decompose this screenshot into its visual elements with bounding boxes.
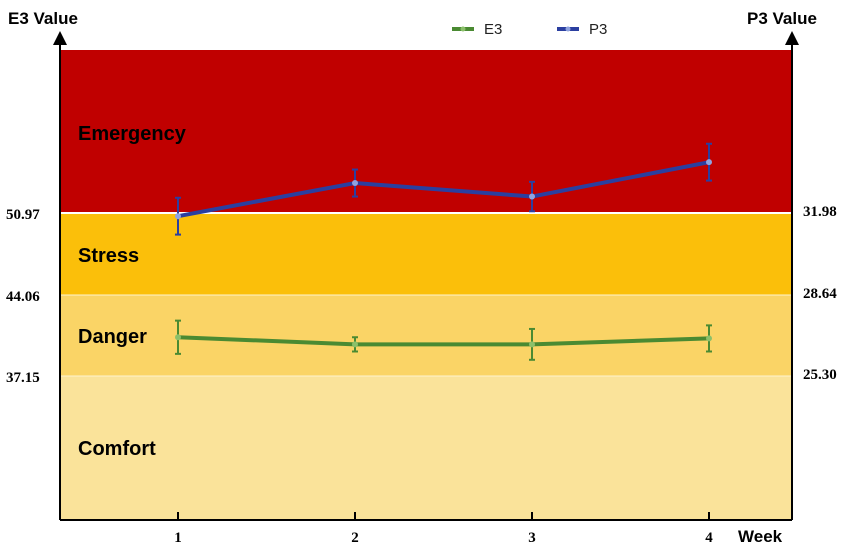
zone-danger-band (60, 295, 792, 376)
zone-label-comfort: Comfort (78, 438, 156, 460)
legend-label-p3: P3 (589, 21, 607, 38)
x-tick-label: 1 (174, 530, 182, 546)
series-e3 (175, 319, 712, 361)
left-tick-label: 37.15 (6, 370, 40, 386)
e3-point (175, 334, 181, 341)
legend-label-e3: E3 (484, 21, 502, 38)
right-tick-label: 31.98 (803, 204, 837, 220)
left-axis-title: E3 Value (8, 9, 78, 28)
x-tick-label: 2 (351, 530, 359, 546)
zone-stress-band (60, 213, 792, 295)
x-axis-title: Week (738, 527, 783, 546)
e3-point (352, 341, 358, 348)
series-p3 (175, 142, 712, 236)
p3-line (177, 160, 710, 219)
x-tick-label: 4 (705, 530, 713, 546)
x-tick-label: 3 (528, 530, 536, 546)
legend: E3 P3 (452, 21, 607, 38)
right-tick-label: 28.64 (803, 286, 837, 302)
p3-point (706, 159, 712, 166)
x-ticks: 1 2 3 4 (174, 512, 713, 546)
zone-bands (60, 50, 792, 520)
right-tick-label: 25.30 (803, 367, 837, 383)
left-tick-label: 50.97 (6, 207, 40, 223)
legend-marker-p3 (565, 26, 571, 32)
zone-emergency-band (60, 50, 792, 213)
e3-point (706, 335, 712, 342)
zone-comfort-band (60, 376, 792, 520)
zone-label-danger: Danger (78, 326, 147, 348)
p3-point (529, 193, 535, 200)
series-layer (175, 142, 712, 361)
e3-point (529, 341, 535, 348)
p3-point (175, 213, 181, 220)
e3-line (177, 335, 710, 347)
left-tick-label: 44.06 (6, 289, 40, 305)
legend-marker-e3 (460, 26, 466, 32)
p3-point (352, 180, 358, 187)
zone-label-emergency: Emergency (78, 123, 187, 145)
right-axis-title: P3 Value (747, 9, 817, 28)
zone-label-stress: Stress (78, 245, 139, 267)
